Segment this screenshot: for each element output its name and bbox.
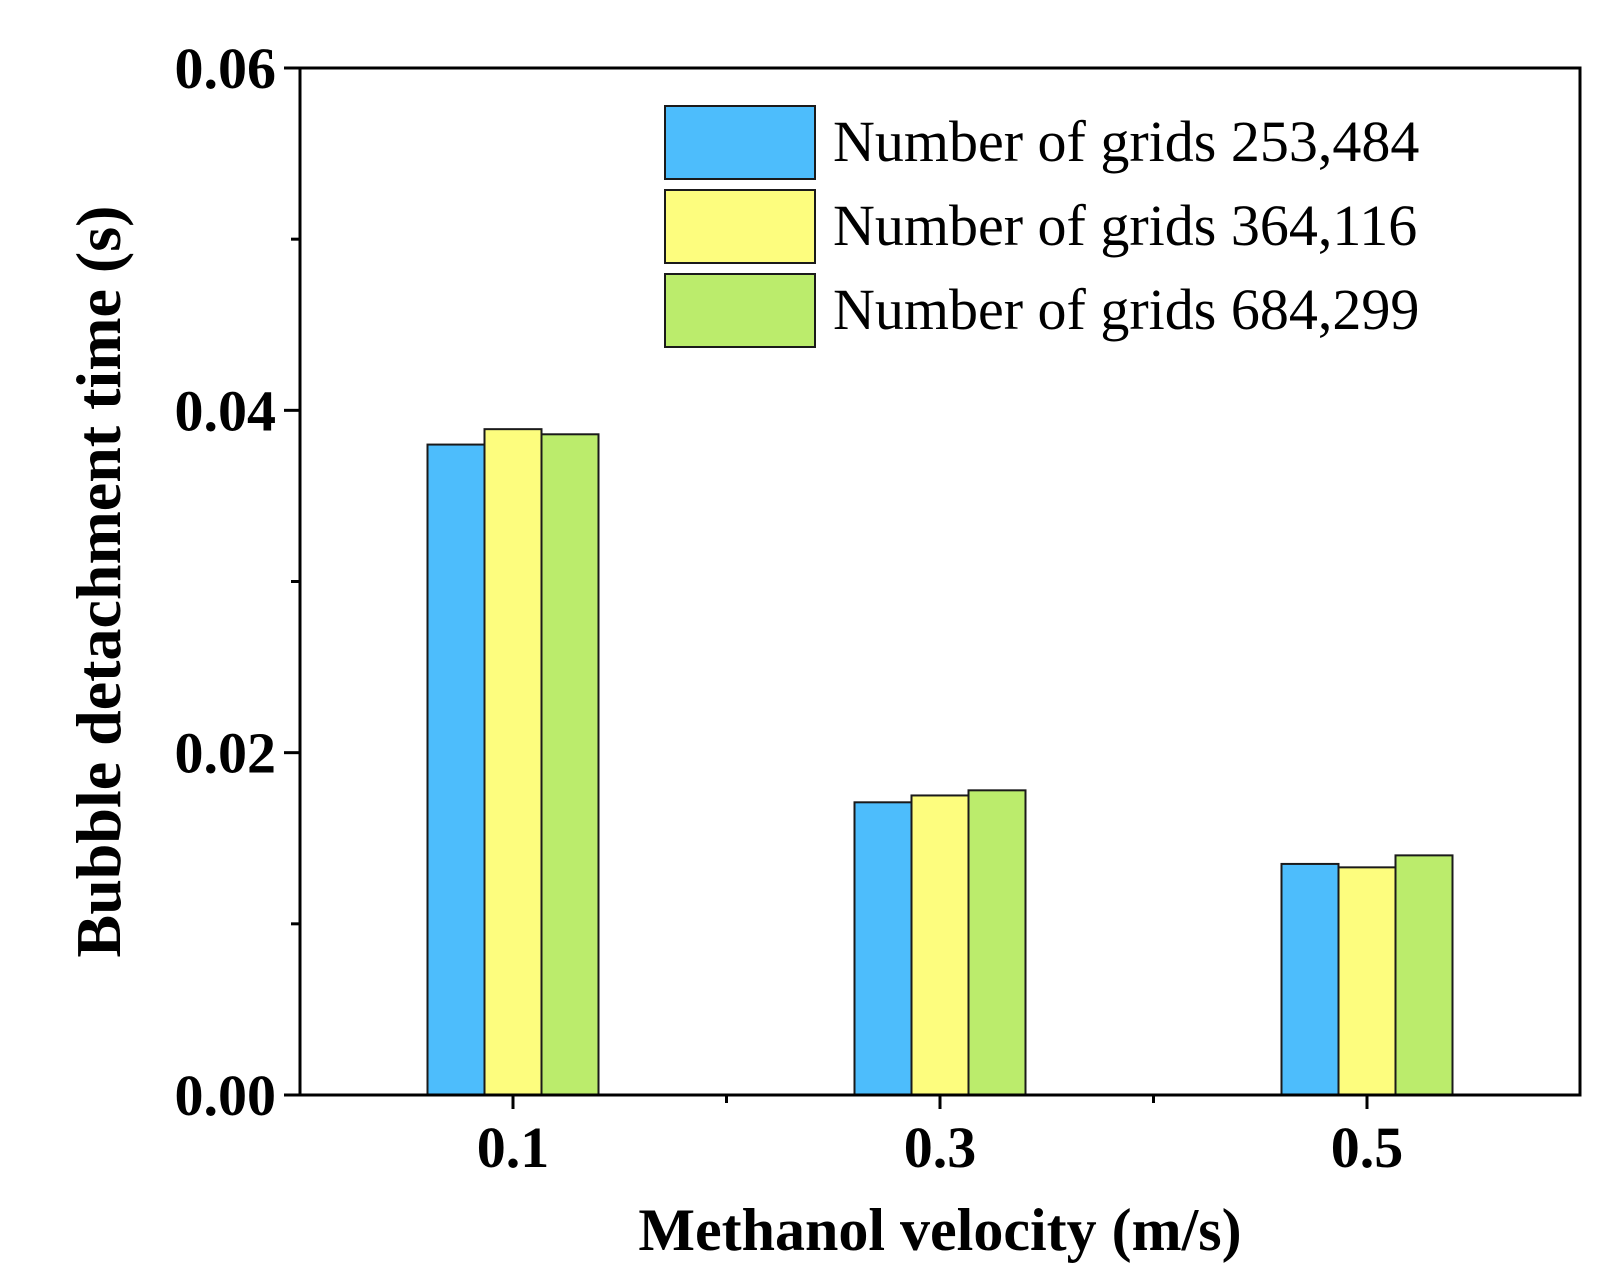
y-tick-label: 0.04 (175, 378, 277, 443)
x-axis-title: Methanol velocity (m/s) (638, 1197, 1241, 1263)
bar-0.5-series-2 (1337, 866, 1397, 1096)
bar-0.1-series-2 (483, 428, 543, 1096)
legend-label-1: Number of grids 253,484 (833, 109, 1419, 174)
legend-swatch-2 (664, 189, 816, 264)
legend-swatch-3 (664, 273, 816, 348)
bar-0.5-series-1 (1280, 862, 1340, 1096)
bar-0.3-series-1 (853, 801, 913, 1096)
x-tick-label: 0.1 (477, 1115, 550, 1180)
bar-0.3-series-2 (910, 794, 970, 1096)
x-tick-label: 0.5 (1331, 1115, 1404, 1180)
bars-layer (426, 428, 1454, 1097)
bar-0.1-series-1 (426, 443, 486, 1097)
legend: Number of grids 253,484 Number of grids 3… (664, 105, 1419, 348)
y-tick-label: 0.00 (175, 1063, 277, 1128)
bar-0.3-series-3 (967, 789, 1027, 1096)
y-tick-label: 0.06 (175, 36, 277, 101)
legend-label-2: Number of grids 364,116 (833, 193, 1417, 258)
labels-layer: Methanol velocity (m/s) Bubble detachmen… (63, 206, 1242, 1263)
y-tick-label: 0.02 (175, 721, 277, 786)
legend-label-3: Number of grids 684,299 (833, 277, 1419, 342)
x-tick-label: 0.3 (904, 1115, 977, 1180)
bar-0.1-series-3 (540, 433, 600, 1096)
legend-swatch-1 (664, 105, 816, 180)
bar-0.5-series-3 (1394, 854, 1454, 1096)
ticks-layer: 0.00 0.02 0.04 0.06 0.1 0.3 0.5 (175, 36, 1404, 1180)
y-axis-title: Bubble detachment time (s) (63, 206, 134, 958)
